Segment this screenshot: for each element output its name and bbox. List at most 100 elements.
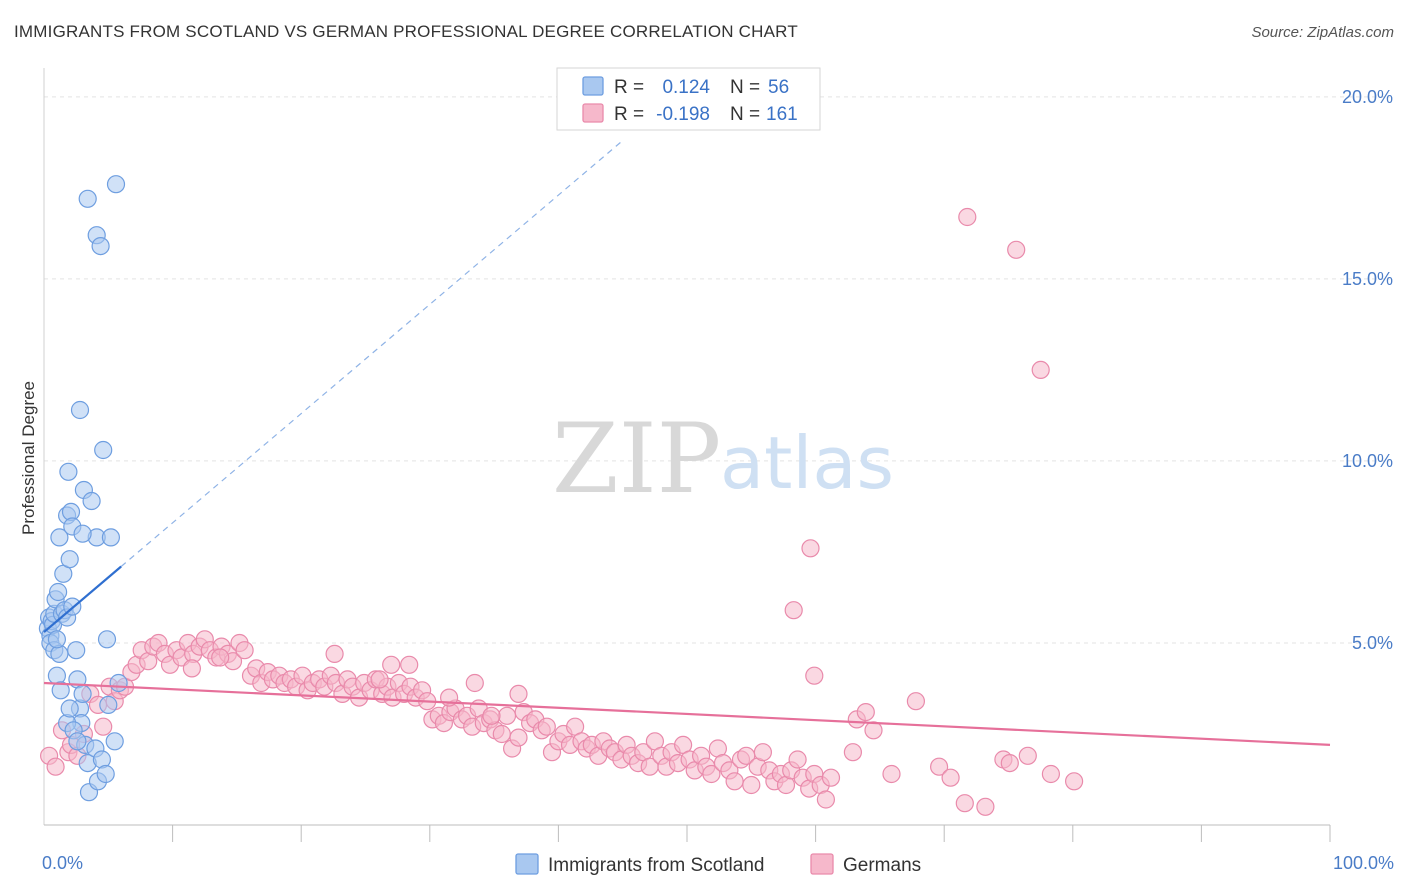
chart-title: IMMIGRANTS FROM SCOTLAND VS GERMAN PROFE… xyxy=(14,22,798,41)
stats-swatch-germans xyxy=(582,103,604,123)
germans-point-34 xyxy=(235,641,254,660)
scotland-point-49 xyxy=(94,440,113,460)
legend-swatch-germans[interactable] xyxy=(810,853,834,875)
stats-swatch-scotland xyxy=(582,76,604,96)
scotland-trendline xyxy=(43,565,122,633)
germans-point-150 xyxy=(801,539,820,558)
germans-point-167 xyxy=(1064,772,1084,791)
stats-n-label-1: N = xyxy=(730,77,760,98)
germans-point-1 xyxy=(46,757,65,776)
germans-point-116 xyxy=(702,764,721,784)
axes xyxy=(43,68,1331,842)
scotland-point-33 xyxy=(99,695,118,715)
y-axis-label: Professional Degree xyxy=(19,381,38,535)
germans-point-137 xyxy=(821,768,841,787)
scotland-point-37 xyxy=(68,732,87,751)
germans-point-165 xyxy=(1018,746,1037,765)
germans-point-87 xyxy=(537,717,556,736)
scotland-point-51 xyxy=(101,528,121,547)
scotland-point-53 xyxy=(97,630,117,649)
y-tick-label-3: 20.0% xyxy=(1342,87,1393,107)
stats-n-label-2: N = xyxy=(730,104,760,125)
trendlines xyxy=(43,140,1331,747)
x-tick-label-0: 0.0% xyxy=(42,853,83,873)
scotland-point-25 xyxy=(73,684,92,704)
watermark: ZIP atlas xyxy=(552,403,894,515)
scotland-point-19 xyxy=(60,550,79,569)
germans-point-79 xyxy=(492,724,511,744)
bottom-legend: Immigrants from Scotland Germans xyxy=(515,853,921,876)
y-tick-label-1: 10.0% xyxy=(1342,451,1393,471)
scotland-point-16 xyxy=(50,528,69,547)
tick-labels: 5.0% 10.0% 15.0% 20.0% 0.0% 100.0% xyxy=(42,87,1394,873)
germans-point-162 xyxy=(976,797,995,816)
germans-point-143 xyxy=(382,655,401,674)
germans-point-131 xyxy=(788,750,807,769)
legend-label-scotland[interactable]: Immigrants from Scotland xyxy=(548,855,764,876)
stats-legend-box: R = 0.124 N = 56 R = -0.198 N = 161 xyxy=(556,67,821,131)
stats-n-value-scotland: 56 xyxy=(768,77,789,98)
scotland-point-47 xyxy=(78,189,97,208)
legend-label-germans[interactable]: Germans xyxy=(843,855,921,876)
germans-point-140 xyxy=(325,644,344,664)
scotland-point-11 xyxy=(51,681,70,700)
germans-point-166 xyxy=(1041,764,1061,784)
germans-point-123 xyxy=(742,775,761,795)
stats-r-value-germans: -0.198 xyxy=(656,104,710,125)
germans-point-155 xyxy=(856,702,875,722)
scotland-point-21 xyxy=(67,641,86,660)
germans-point-151 xyxy=(958,207,977,227)
stats-r-label-2: R = xyxy=(614,104,644,125)
y-tick-label-2: 15.0% xyxy=(1342,269,1393,289)
germans-point-142 xyxy=(400,655,419,674)
grid-lines xyxy=(44,96,1390,644)
stats-r-label-1: R = xyxy=(614,77,644,98)
germans-point-146 xyxy=(465,673,484,693)
scotland-point-38 xyxy=(48,582,68,602)
germans-point-141 xyxy=(370,670,389,689)
germans-point-157 xyxy=(882,764,901,784)
scotland-trendline-dashed xyxy=(120,140,624,567)
germans-point-168 xyxy=(843,743,863,762)
germans-point-159 xyxy=(929,757,949,776)
germans-point-139 xyxy=(211,648,230,667)
scotland-point-44 xyxy=(70,400,90,420)
germans-point-149 xyxy=(805,666,824,685)
germans-point-82 xyxy=(509,728,528,747)
germans-point-152 xyxy=(1007,240,1026,259)
germans-point-161 xyxy=(955,794,974,813)
germans-point-158 xyxy=(906,692,926,711)
germans-point-120 xyxy=(725,772,744,791)
legend-swatch-scotland[interactable] xyxy=(515,853,539,875)
scotland-point-43 xyxy=(82,491,101,511)
germans-point-80 xyxy=(497,706,517,725)
scotland-point-54 xyxy=(105,732,124,751)
germans-point-136 xyxy=(816,790,836,809)
germans-point-9 xyxy=(94,717,113,736)
source-label: Source: ZipAtlas.com xyxy=(1251,24,1394,41)
germans-point-147 xyxy=(482,706,501,725)
y-tick-label-0: 5.0% xyxy=(1352,633,1393,653)
scotland-point-12 xyxy=(47,630,67,649)
germans-point-156 xyxy=(864,721,883,740)
germans-point-160 xyxy=(941,768,960,787)
scotland-point-46 xyxy=(91,237,110,256)
germans-point-125 xyxy=(753,743,773,762)
germans-trendline xyxy=(43,681,1331,747)
germans-point-148 xyxy=(784,601,803,620)
scotland-points xyxy=(38,175,128,802)
x-tick-label-1: 100.0% xyxy=(1333,853,1394,873)
scotland-point-35 xyxy=(60,699,79,718)
germans-points xyxy=(39,207,1084,816)
stats-n-value-germans: 161 xyxy=(766,104,798,125)
scotland-point-55 xyxy=(109,673,128,693)
scotland-point-52 xyxy=(73,524,92,543)
scotland-point-40 xyxy=(59,462,78,481)
watermark-zip-text: ZIP xyxy=(552,403,721,515)
germans-point-144 xyxy=(509,684,528,704)
germans-point-164 xyxy=(1000,753,1019,773)
stats-r-value-scotland: 0.124 xyxy=(662,77,710,98)
germans-point-138 xyxy=(182,659,201,678)
scotland-point-32 xyxy=(96,764,115,784)
